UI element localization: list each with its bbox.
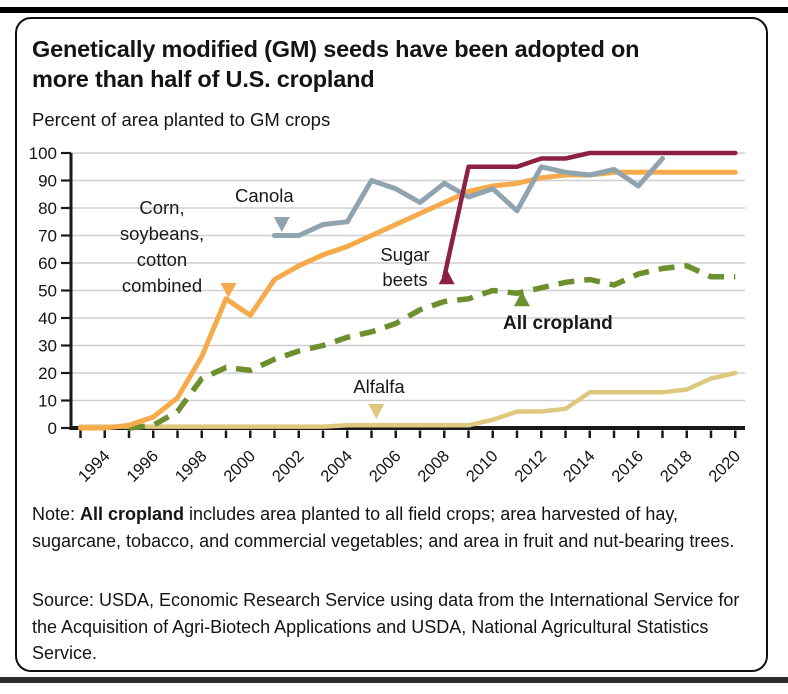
svg-text:80: 80	[38, 199, 57, 218]
source-text: Source: USDA, Economic Research Service …	[32, 590, 740, 664]
svg-text:10: 10	[38, 392, 57, 411]
figure-subtitle: Percent of area planted to GM crops	[32, 109, 331, 130]
series-label-alfalfa: Alfalfa	[353, 376, 405, 397]
svg-text:90: 90	[38, 172, 57, 191]
series-label-canola: Canola	[235, 185, 294, 206]
svg-text:2008: 2008	[414, 447, 453, 486]
note-prefix: Note:	[32, 504, 81, 524]
svg-text:0: 0	[48, 419, 57, 438]
svg-text:2004: 2004	[317, 447, 356, 486]
svg-text:2016: 2016	[608, 447, 647, 486]
svg-text:2002: 2002	[269, 447, 308, 486]
svg-text:20: 20	[38, 364, 57, 383]
svg-text:2018: 2018	[657, 447, 696, 486]
series-label-sugar-beets: Sugar beets	[380, 244, 430, 290]
svg-text:60: 60	[38, 254, 57, 273]
top-rule	[0, 7, 788, 13]
svg-text:2012: 2012	[511, 447, 550, 486]
svg-text:2006: 2006	[366, 447, 405, 486]
svg-text:1998: 1998	[172, 447, 211, 486]
svg-text:100: 100	[29, 144, 57, 163]
chart-area: 0 10 20 30 40 50 60 70 80 90 100 1994 1996 1998 2000 20…	[27, 131, 757, 503]
series-label-corn-soybeans-cotton: Corn, soybeans, cotton combined	[119, 197, 205, 296]
svg-text:40: 40	[38, 309, 57, 328]
chart-svg: 0 10 20 30 40 50 60 70 80 90 100 1994 1996 1998 2000 20…	[29, 144, 745, 486]
svg-text:2014: 2014	[560, 447, 599, 486]
note-text: Note: All cropland includes area planted…	[32, 501, 744, 554]
svg-text:1996: 1996	[123, 447, 162, 486]
svg-text:30: 30	[38, 337, 57, 356]
svg-text:2000: 2000	[220, 447, 259, 486]
svg-text:2010: 2010	[463, 447, 502, 486]
svg-text:70: 70	[38, 227, 57, 246]
figure-card: Genetically modified (GM) seeds have bee…	[15, 17, 768, 672]
svg-text:1994: 1994	[75, 447, 114, 486]
note-rest: includes area planted to all field crops…	[32, 504, 735, 551]
series-label-all-cropland: All cropland	[503, 313, 613, 334]
note-bold-term: All cropland	[80, 504, 185, 524]
svg-text:2020: 2020	[705, 447, 744, 486]
svg-text:50: 50	[38, 282, 57, 301]
figure-title: Genetically modified (GM) seeds have bee…	[32, 36, 640, 92]
bottom-rule	[0, 677, 788, 683]
